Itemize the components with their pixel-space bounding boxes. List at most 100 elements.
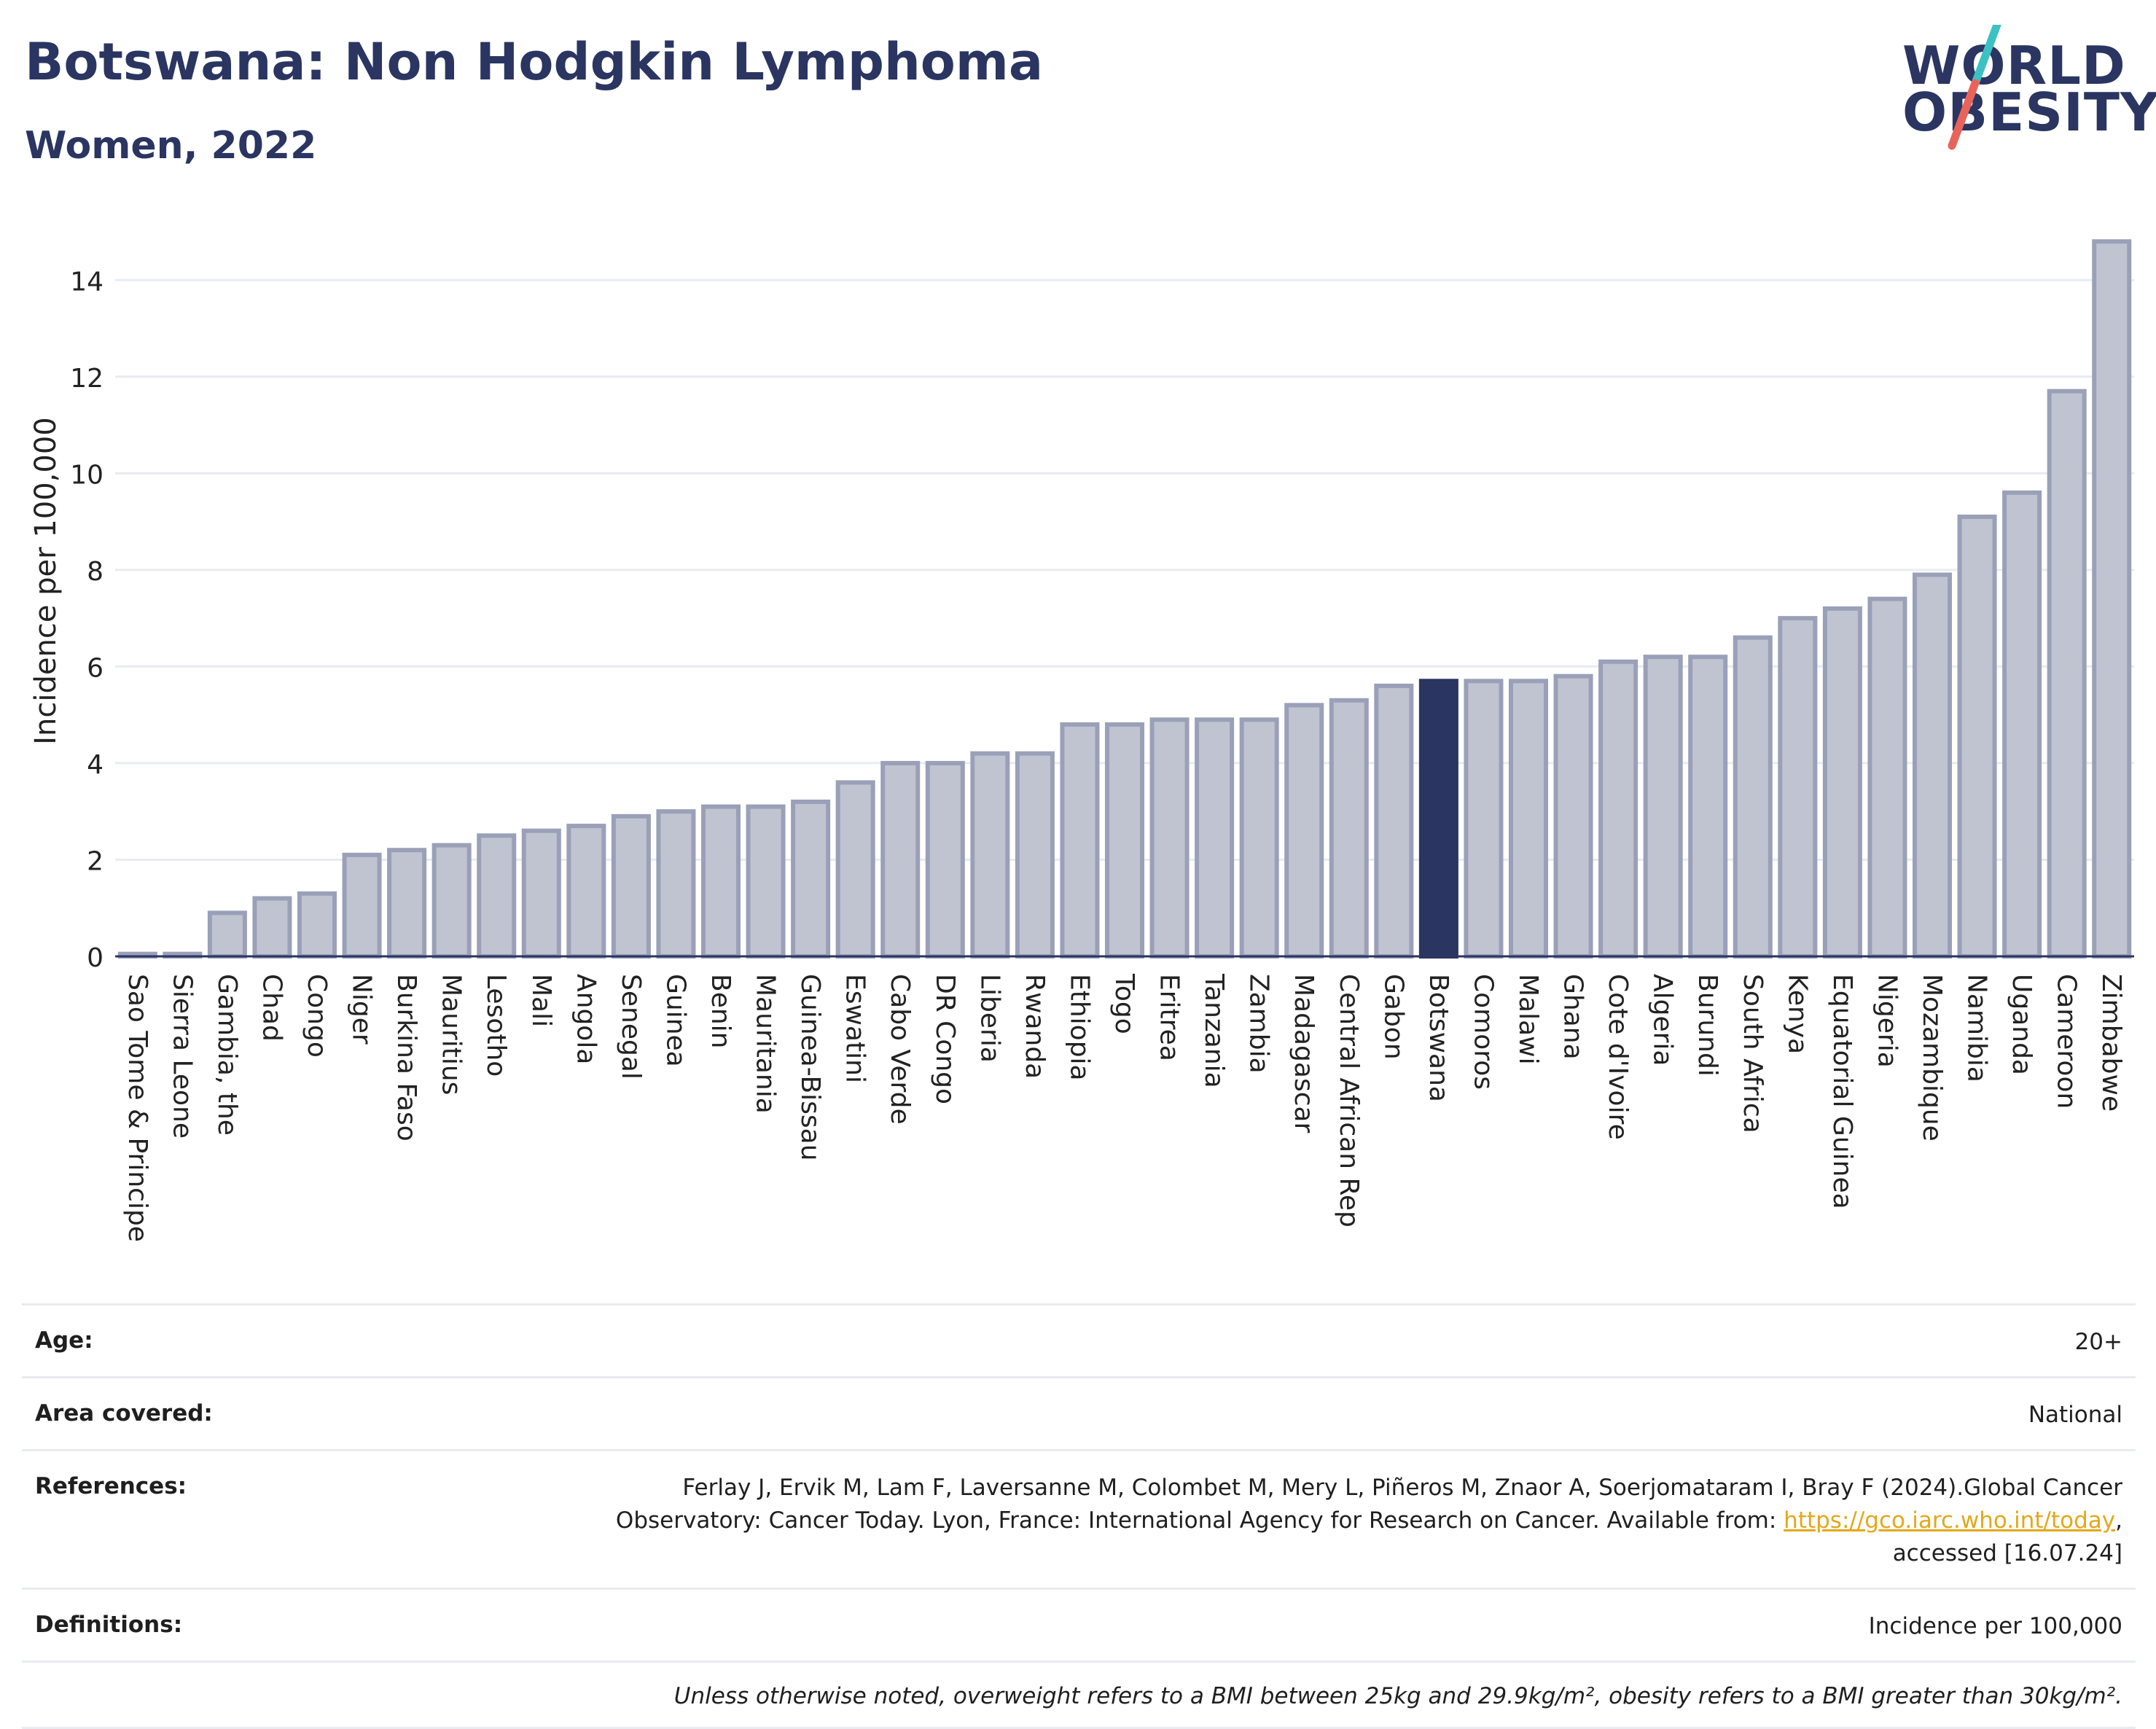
- bar: [1374, 683, 1414, 959]
- x-tick-label: Namibia: [1962, 974, 1992, 1082]
- x-tick-label: Angola: [571, 974, 601, 1064]
- x-tick-label: Madagascar: [1289, 974, 1319, 1133]
- x-tick-label: Tanzania: [1199, 973, 1229, 1088]
- x-tick-label: Equatorial Guinea: [1827, 974, 1857, 1209]
- x-tick-label: Algeria: [1648, 974, 1678, 1066]
- logo-slash-icon: [1948, 25, 2001, 150]
- x-tick-label: Botswana: [1423, 974, 1453, 1102]
- y-tick-label: 6: [87, 653, 103, 683]
- page-subtitle: Women, 2022: [25, 124, 317, 168]
- x-tick-label: Eswatini: [840, 974, 870, 1083]
- y-tick-label: 0: [87, 943, 103, 973]
- bar: [521, 828, 561, 959]
- y-tick-label: 10: [70, 460, 103, 490]
- x-tick-label: Senegal: [616, 974, 646, 1080]
- x-tick-label: Chad: [257, 974, 286, 1042]
- bar: [1598, 659, 1639, 959]
- bar: [611, 813, 651, 959]
- references-comma: ,: [2115, 1507, 2122, 1534]
- bmi-note: Unless otherwise noted, overweight refer…: [673, 1682, 2122, 1709]
- y-tick-label: 8: [87, 557, 103, 587]
- bar: [566, 824, 606, 959]
- info-row-references: References: Ferlay J, Ervik M, Lam F, La…: [22, 1448, 2136, 1588]
- y-axis-label: Incidence per 100,000: [29, 417, 63, 745]
- bar: [1867, 596, 1907, 959]
- bar: [1508, 679, 1549, 959]
- x-tick-label: Togo: [1109, 973, 1139, 1034]
- bar: [970, 751, 1010, 959]
- x-tick-label: Zambia: [1244, 974, 1274, 1074]
- bar: [1957, 514, 1997, 959]
- bars: [117, 239, 2132, 959]
- x-tick-label: South Africa: [1738, 974, 1768, 1133]
- x-tick-label: Uganda: [2007, 974, 2036, 1075]
- bar: [1643, 655, 1683, 959]
- bar: [1553, 674, 1593, 959]
- bar: [835, 780, 875, 959]
- bar: [1822, 606, 1862, 959]
- x-tick-label: Lesotho: [481, 974, 511, 1077]
- area-value: National: [2028, 1401, 2122, 1428]
- bar: [925, 760, 965, 959]
- x-tick-label: Gambia, the: [212, 974, 242, 1136]
- bar: [297, 891, 337, 959]
- definitions-label: Definitions:: [35, 1611, 183, 1638]
- x-tick-label: Guinea-Bissau: [795, 974, 825, 1161]
- logo-line-1: WORLD: [1902, 35, 2126, 96]
- references-link[interactable]: https://gco.iarc.who.int/today: [1784, 1507, 2116, 1534]
- bar: [1912, 572, 1953, 959]
- x-tick-label: Sao Tome & Principe: [122, 974, 152, 1242]
- x-tick-label: Liberia: [975, 974, 1004, 1063]
- x-tick-label: Rwanda: [1020, 974, 1050, 1079]
- logo-line-2: OBESITY: [1902, 82, 2156, 143]
- info-row-definitions: Definitions: Incidence per 100,000: [22, 1587, 2136, 1660]
- info-row-area: Area covered: National: [22, 1375, 2136, 1449]
- references-line-3: accessed [16.07.24]: [1892, 1539, 2122, 1566]
- info-row-note: Unless otherwise noted, overweight refer…: [22, 1660, 2136, 1729]
- x-tick-label: Central African Rep: [1334, 974, 1364, 1228]
- bar: [1239, 717, 1279, 959]
- info-table: Age: 20+ Area covered: National Referenc…: [22, 1303, 2136, 1729]
- area-label: Area covered:: [35, 1400, 213, 1426]
- x-tick-label: Comoros: [1468, 974, 1498, 1090]
- bar: [252, 896, 292, 959]
- bar: [1284, 703, 1324, 959]
- x-tick-label: Gabon: [1378, 974, 1408, 1060]
- y-tick-label: 14: [70, 267, 103, 297]
- x-tick-label: Cote d'Ivoire: [1603, 974, 1633, 1140]
- info-row-age: Age: 20+: [22, 1303, 2136, 1376]
- world-obesity-logo: WORLD OBESITY: [1902, 25, 2156, 156]
- x-tick-label: Cabo Verde: [885, 974, 915, 1125]
- x-tick-label: Congo: [302, 974, 332, 1058]
- x-tick-label: Mauritius: [437, 974, 466, 1095]
- bar: [2002, 490, 2042, 959]
- references-value: Ferlay J, Ervik M, Lam F, Laversanne M, …: [589, 1472, 2122, 1570]
- bar-chart: 0 2 4 6 8 10 12 14 Sao Tome & Principe Sierra Leo…: [29, 239, 2134, 1242]
- bar: [1688, 655, 1728, 959]
- x-tick-label: Kenya: [1782, 974, 1812, 1054]
- x-tick-label: Guinea: [660, 974, 690, 1067]
- references-label: References:: [35, 1472, 187, 1499]
- bar: [2092, 239, 2132, 959]
- age-value: 20+: [2074, 1329, 2122, 1355]
- x-tick-label: Mauritania: [751, 974, 781, 1114]
- bar: [1464, 679, 1504, 959]
- x-tick-label: Malawi: [1513, 974, 1543, 1065]
- bar: [1733, 635, 1773, 959]
- bar: [1778, 616, 1818, 959]
- references-text: Observatory: Cancer Today. Lyon, France:…: [615, 1507, 1784, 1534]
- bar: [791, 799, 831, 959]
- bar: [880, 760, 921, 959]
- references-line-1: Ferlay J, Ervik M, Lam F, Laversanne M, …: [682, 1474, 2122, 1501]
- x-tick-label: Benin: [706, 974, 735, 1048]
- bar: [746, 804, 786, 959]
- x-tick-label: Mali: [526, 974, 556, 1027]
- axes: 0 2 4 6 8 10 12 14 Sao Tome & Principe Sierra Leo…: [70, 267, 2134, 1242]
- bar: [342, 852, 382, 959]
- x-tick-label: Niger: [347, 974, 377, 1045]
- bar: [1015, 751, 1055, 959]
- age-label: Age:: [35, 1327, 93, 1354]
- bar: [477, 833, 517, 959]
- bar: [207, 910, 247, 959]
- bar: [1329, 698, 1369, 959]
